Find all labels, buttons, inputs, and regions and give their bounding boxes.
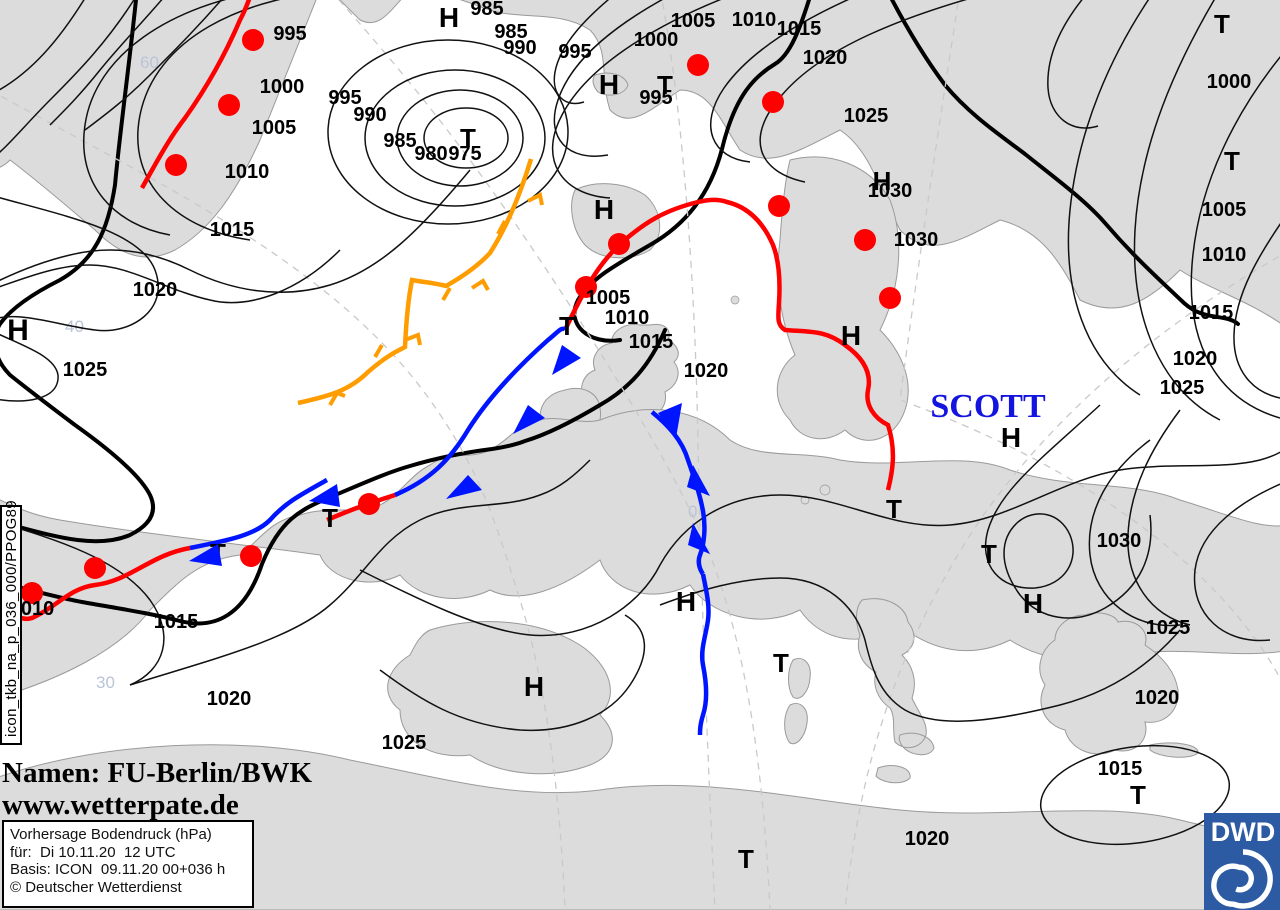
svg-text:1025: 1025 [63, 359, 108, 381]
svg-text:T: T [981, 539, 997, 569]
svg-text:1020: 1020 [684, 360, 729, 382]
svg-text:T: T [1224, 146, 1240, 176]
svg-text:T: T [886, 494, 902, 524]
svg-text:1020: 1020 [1135, 687, 1180, 709]
svg-text:SCOTT: SCOTT [930, 388, 1046, 425]
svg-text:H: H [599, 69, 619, 100]
svg-text:T: T [1130, 780, 1146, 810]
svg-text:985: 985 [383, 130, 416, 152]
svg-text:1020: 1020 [133, 279, 178, 301]
svg-text:1010: 1010 [732, 9, 777, 31]
svg-text:T: T [657, 70, 673, 100]
svg-text:H: H [439, 2, 459, 33]
svg-text:1005: 1005 [1202, 199, 1247, 221]
svg-text:T: T [559, 311, 575, 341]
svg-text:1025: 1025 [1146, 617, 1191, 639]
svg-text:H: H [524, 671, 544, 702]
svg-text:995: 995 [558, 41, 591, 63]
svg-text:H: H [1001, 422, 1021, 453]
svg-text:1020: 1020 [905, 828, 950, 850]
svg-text:1025: 1025 [844, 105, 889, 127]
svg-text:1015: 1015 [1098, 758, 1143, 780]
svg-text:1010: 1010 [605, 307, 650, 329]
svg-text:1030: 1030 [1097, 530, 1142, 552]
svg-text:995: 995 [273, 23, 306, 45]
svg-text:1010: 1010 [225, 161, 270, 183]
svg-text:1015: 1015 [210, 219, 255, 241]
svg-text:1005: 1005 [586, 287, 631, 309]
svg-text:H: H [873, 166, 892, 196]
svg-text:1000: 1000 [1207, 71, 1252, 93]
svg-text:1015: 1015 [154, 611, 199, 633]
svg-text:T: T [1214, 9, 1230, 39]
svg-text:990: 990 [503, 37, 536, 59]
svg-text:0: 0 [688, 502, 697, 521]
svg-text:T: T [738, 844, 754, 874]
svg-text:T: T [322, 503, 338, 533]
svg-text:T: T [773, 648, 789, 678]
svg-text:980: 980 [414, 143, 447, 165]
svg-text:990: 990 [353, 104, 386, 126]
svg-text:T: T [460, 123, 476, 153]
svg-text:1010: 1010 [1202, 244, 1247, 266]
svg-text:H: H [841, 320, 861, 351]
svg-text:1020: 1020 [207, 688, 252, 710]
svg-text:1015: 1015 [629, 331, 674, 353]
svg-text:30: 30 [96, 673, 115, 692]
svg-text:1025: 1025 [1160, 377, 1205, 399]
svg-text:1030: 1030 [894, 229, 939, 251]
svg-text:H: H [676, 586, 696, 617]
svg-text:1015: 1015 [777, 18, 822, 40]
svg-text:DWD: DWD [1211, 817, 1275, 847]
svg-text:1000: 1000 [634, 29, 679, 51]
svg-text:H: H [594, 194, 614, 225]
svg-text:985: 985 [470, 0, 503, 20]
svg-text:1020: 1020 [803, 47, 848, 69]
svg-text:1005: 1005 [252, 117, 297, 139]
svg-text:1025: 1025 [382, 732, 427, 754]
svg-text:1020: 1020 [1173, 348, 1218, 370]
svg-text:1015: 1015 [1189, 302, 1234, 324]
svg-text:1000: 1000 [260, 76, 305, 98]
svg-text:H: H [1023, 588, 1043, 619]
svg-text:H: H [7, 314, 29, 347]
